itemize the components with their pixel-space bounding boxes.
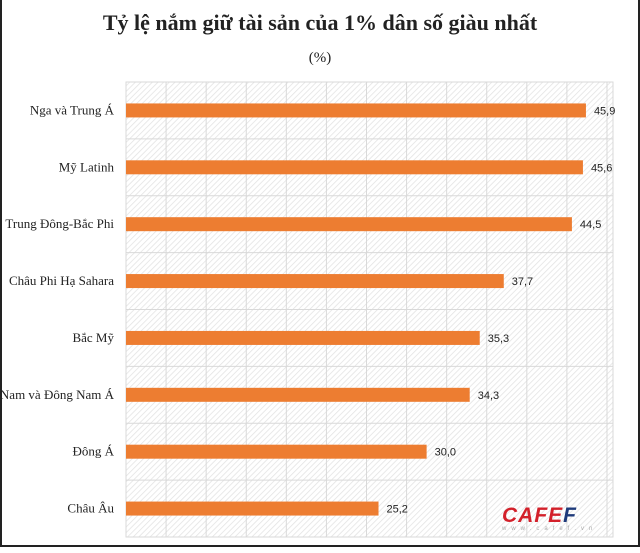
value-label: 34,3 xyxy=(478,390,499,402)
category-label: Nga và Trung Á xyxy=(30,102,115,117)
cafef-logo: CAFEF www.cafef.vn xyxy=(502,505,622,532)
bar xyxy=(126,501,379,516)
value-label: 45,9 xyxy=(594,105,615,117)
chart-title: Tỷ lệ nắm giữ tài sản của 1% dân số giàu… xyxy=(102,10,538,35)
category-label: Mỹ Latinh xyxy=(59,159,115,174)
category-label: Trung Đông-Bắc Phi xyxy=(5,216,114,231)
logo-url: www.cafef.vn xyxy=(502,526,598,532)
bar-chart: Nga và Trung Á 45,9 Mỹ Latinh 45,6 Trung Đôn… xyxy=(2,81,615,538)
bar xyxy=(126,330,480,345)
category-label: Bắc Mỹ xyxy=(72,330,114,345)
bar xyxy=(126,217,572,232)
bar xyxy=(126,274,504,289)
value-label: 45,6 xyxy=(591,162,612,174)
category-label: Nam và Đông Nam Á xyxy=(2,387,115,402)
category-label: Châu Phi Hạ Sahara xyxy=(9,273,114,288)
category-label: Châu Âu xyxy=(67,501,114,516)
bar xyxy=(126,103,586,118)
value-label: 30,0 xyxy=(435,447,456,459)
category-label: Đông Á xyxy=(72,444,114,459)
value-label: 44,5 xyxy=(580,219,601,231)
chart-subtitle: (%) xyxy=(308,50,332,66)
value-label: 37,7 xyxy=(512,276,533,288)
value-label: 25,2 xyxy=(387,504,408,516)
value-label: 35,3 xyxy=(488,333,509,345)
bar xyxy=(126,387,470,402)
bar xyxy=(126,444,427,459)
bar xyxy=(126,160,583,175)
